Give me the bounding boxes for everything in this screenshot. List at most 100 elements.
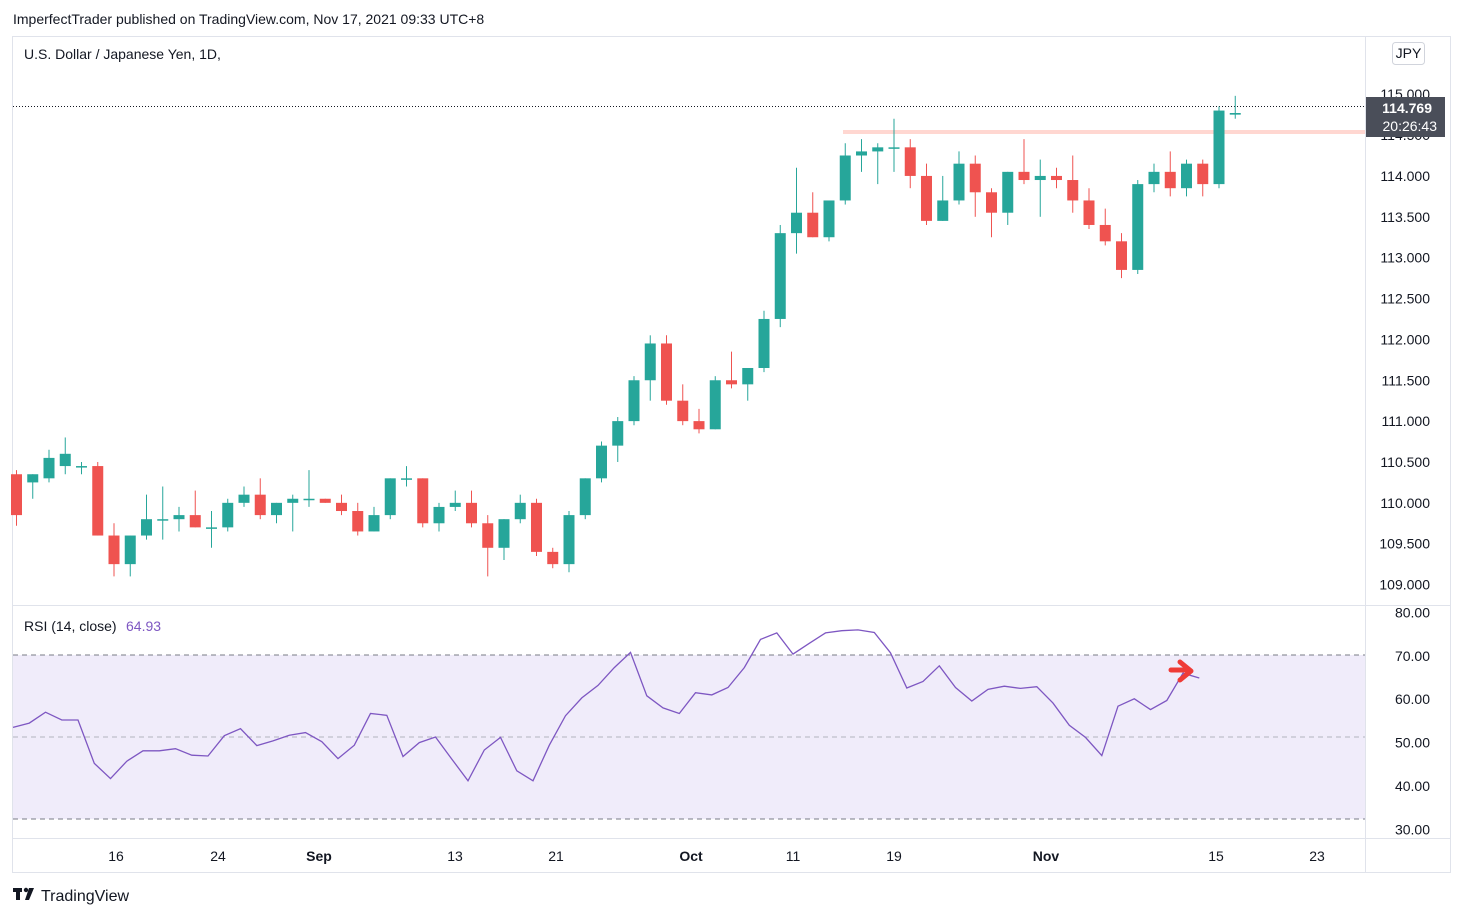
candle: [124, 535, 136, 577]
rsi-tick-label: 40.00: [1395, 778, 1430, 794]
candle-body: [352, 511, 364, 532]
candle: [758, 310, 770, 373]
time-tick-label: Oct: [679, 848, 703, 864]
candle-body: [531, 502, 542, 552]
candle: [872, 143, 884, 185]
candle: [742, 367, 754, 401]
candle: [709, 376, 721, 430]
candle-body: [839, 155, 851, 201]
candle-body: [482, 523, 494, 548]
candle: [352, 502, 364, 536]
candle-body: [677, 400, 689, 422]
tradingview-logo-icon: [13, 887, 34, 900]
candle: [1099, 208, 1111, 246]
candle-body: [401, 478, 412, 480]
candle: [1051, 167, 1062, 189]
candle: [1148, 163, 1160, 193]
time-tick-label: 13: [447, 848, 463, 864]
candle-body: [92, 466, 104, 536]
candle-body: [1148, 171, 1160, 185]
rsi-title: RSI (14, close): [24, 618, 117, 634]
candle-body: [628, 380, 640, 422]
candle-body: [758, 318, 770, 368]
candle: [11, 470, 22, 526]
candle-body: [1181, 163, 1192, 189]
bar-countdown: 20:26:43: [1383, 118, 1438, 134]
candle: [888, 118, 900, 172]
candle: [336, 494, 347, 516]
arrow-right-icon: [1168, 659, 1194, 683]
candle: [1132, 180, 1144, 275]
time-tick-label: 16: [108, 848, 124, 864]
candle-body: [222, 502, 234, 528]
candle-body: [1116, 241, 1127, 270]
time-tick-label: 15: [1208, 848, 1224, 864]
candle-body: [872, 147, 884, 152]
candle: [1213, 106, 1225, 189]
price-tick-label: 109.500: [1379, 536, 1430, 552]
candle: [661, 335, 672, 405]
candle-body: [547, 551, 559, 565]
candle-body: [823, 200, 835, 238]
candle: [59, 437, 71, 475]
candle: [417, 478, 429, 528]
candle: [953, 151, 965, 205]
candle: [1229, 95, 1241, 119]
candle-body: [888, 147, 900, 149]
candle-body: [173, 515, 185, 520]
candle-body: [1083, 200, 1095, 225]
candle: [482, 515, 494, 577]
rsi-line: [12, 629, 1200, 783]
candle-body: [108, 535, 120, 565]
price-axis: 115.000114.500114.000113.500113.000112.5…: [1379, 86, 1430, 592]
rsi-current-value: 64.93: [126, 618, 161, 634]
price-tick-label: 109.000: [1379, 577, 1430, 593]
candle-body: [1002, 171, 1014, 213]
candle: [254, 478, 266, 520]
footer-brand: TradingView: [41, 888, 129, 905]
candle-body: [904, 147, 916, 176]
candle: [531, 498, 542, 556]
candle-body: [498, 519, 510, 548]
candle-body: [336, 502, 347, 512]
candle-body: [1018, 171, 1030, 181]
candle-body: [1034, 175, 1046, 181]
candle-body: [141, 519, 152, 536]
candle: [547, 547, 559, 569]
candle-body: [953, 163, 965, 201]
candle: [921, 163, 932, 225]
publish-line: ImperfectTrader published on TradingView…: [13, 11, 484, 27]
candle-body: [579, 478, 591, 516]
candle-body: [124, 535, 136, 565]
candle-body: [417, 478, 429, 524]
candle: [498, 519, 510, 561]
candle-body: [921, 175, 932, 221]
candle: [628, 376, 640, 426]
candle: [1181, 159, 1192, 197]
candle: [856, 139, 867, 172]
candle-body: [368, 515, 380, 532]
price-tick-label: 110.000: [1380, 495, 1430, 511]
candle: [1018, 139, 1030, 185]
currency-badge[interactable]: [1392, 42, 1425, 65]
candle: [1197, 159, 1209, 197]
rsi-tick-label: 70.00: [1395, 648, 1430, 664]
candle: [27, 474, 39, 499]
time-tick-label: 11: [786, 848, 801, 864]
candle-body: [514, 502, 526, 520]
candle-body: [791, 212, 802, 234]
candle-body: [433, 506, 445, 524]
time-tick-label: 23: [1309, 848, 1325, 864]
candle: [1164, 151, 1176, 197]
candle-body: [189, 515, 201, 528]
candle: [904, 139, 916, 189]
candle-body: [986, 192, 997, 213]
candle-body: [206, 527, 217, 529]
candle-body: [726, 380, 737, 385]
candle: [969, 155, 981, 217]
candle: [384, 478, 396, 520]
candle: [1034, 159, 1046, 217]
candles-layer: [11, 95, 1241, 577]
candle: [726, 351, 737, 389]
candle: [319, 498, 331, 503]
